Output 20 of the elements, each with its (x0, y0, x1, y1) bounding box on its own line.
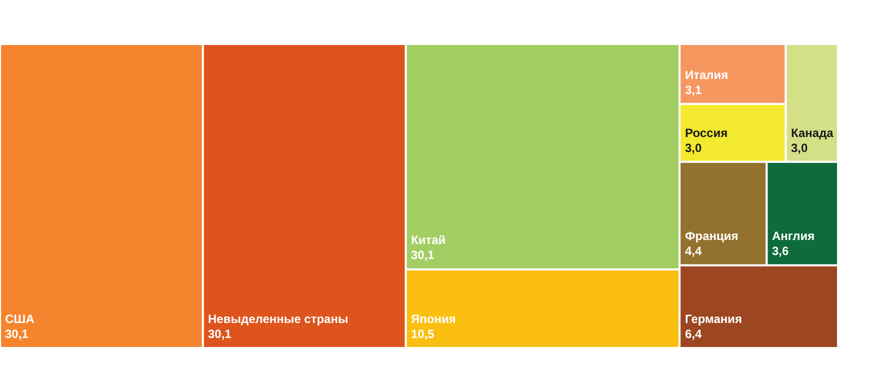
data-label: 3,0 (685, 141, 702, 155)
category-label: Япония (411, 312, 456, 326)
category-label: Россия (685, 126, 728, 140)
category-label: Англия (772, 229, 815, 243)
category-label: Канада (791, 126, 834, 140)
data-label: 4,4 (685, 244, 702, 258)
category-label: Невыделенные страны (208, 312, 348, 326)
data-label: 30,1 (208, 327, 232, 341)
data-label: 30,1 (411, 248, 435, 262)
data-label: 3,0 (791, 141, 808, 155)
category-label: Китай (411, 233, 446, 247)
category-label: США (5, 312, 35, 326)
category-label: Франция (685, 229, 738, 243)
data-label: 30,1 (5, 327, 29, 341)
data-label: 6,4 (685, 327, 702, 341)
data-label: 3,1 (685, 83, 702, 97)
data-label: 3,6 (772, 244, 790, 258)
category-label: Германия (685, 312, 742, 326)
category-label: Италия (685, 68, 728, 82)
data-label: 10,5 (411, 327, 435, 341)
